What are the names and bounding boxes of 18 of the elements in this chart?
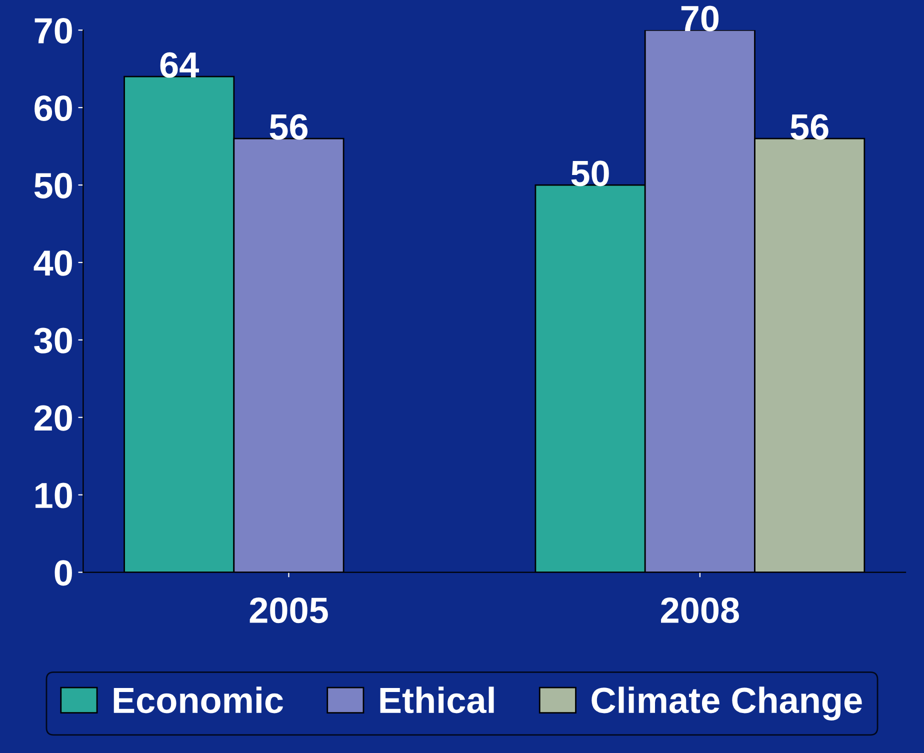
y-tick-label: 20 — [34, 405, 72, 431]
data-label: 50 — [571, 160, 609, 186]
data-label: 56 — [790, 114, 828, 140]
x-tick-label: 2008 — [661, 598, 739, 624]
y-tick-label: 0 — [54, 560, 72, 586]
data-label: 70 — [681, 6, 719, 32]
data-label: 64 — [160, 52, 199, 78]
legend-label: Economic — [114, 686, 283, 714]
legend-label: Climate Change — [592, 686, 862, 720]
y-tick-label: 40 — [34, 250, 72, 276]
legend-label: Ethical — [380, 686, 494, 714]
y-tick-label: 10 — [36, 482, 72, 508]
y-tick-label: 30 — [34, 328, 72, 354]
x-tick-label: 2005 — [250, 598, 328, 624]
y-tick-label: 60 — [34, 95, 72, 122]
y-tick-label: 50 — [34, 172, 72, 198]
data-label: 56 — [270, 114, 308, 140]
y-tick-label: 70 — [34, 18, 72, 44]
